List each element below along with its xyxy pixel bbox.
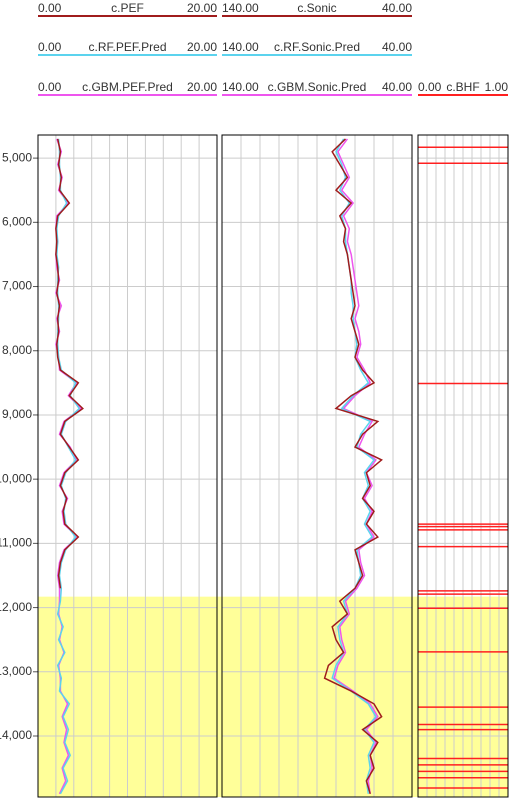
track-frame [417,134,509,798]
depth-label: 14,000 [0,728,32,742]
track-frame [37,134,218,798]
curve-name: c.BHF [446,80,479,94]
depth-label: 7,000 [2,279,32,293]
highlight-zone [38,596,508,797]
curve [333,138,379,794]
scale-max: 40.00 [382,1,412,15]
scale-max: 20.00 [187,80,217,94]
scale-max: 20.00 [187,40,217,54]
scale-min: 0.00 [38,40,62,54]
depth-label: 13,000 [0,664,32,678]
scale-max: 40.00 [382,80,412,94]
track-frame [221,134,413,798]
depth-label: 12,000 [0,600,32,614]
curve [55,138,84,589]
scale-max: 20.00 [187,1,217,15]
curve-name: c.RF.PEF.Pred [88,40,166,54]
depth-label: 10,000 [0,471,32,485]
scale-max: 1.00 [485,80,509,94]
scale-min: 140.00 [222,80,259,94]
depth-label: 6,000 [2,214,32,228]
curve-name: c.Sonic [297,1,336,15]
scale-min: 0.00 [38,1,62,15]
depth-label: 8,000 [2,343,32,357]
depth-label: 11,000 [0,536,32,550]
curve-name: c.PEF [111,1,144,15]
scale-min: 140.00 [222,1,259,15]
scale-min: 140.00 [222,40,259,54]
depth-label: 9,000 [2,407,32,421]
scale-min: 0.00 [38,80,62,94]
scale-min: 0.00 [418,80,442,94]
curve-name: c.RF.Sonic.Pred [274,40,360,54]
curve-name: c.GBM.PEF.Pred [82,80,173,94]
depth-label: 5,000 [2,150,32,164]
curve-name: c.GBM.Sonic.Pred [268,80,367,94]
curve [323,138,383,795]
curve [331,138,377,794]
scale-max: 40.00 [382,40,412,54]
